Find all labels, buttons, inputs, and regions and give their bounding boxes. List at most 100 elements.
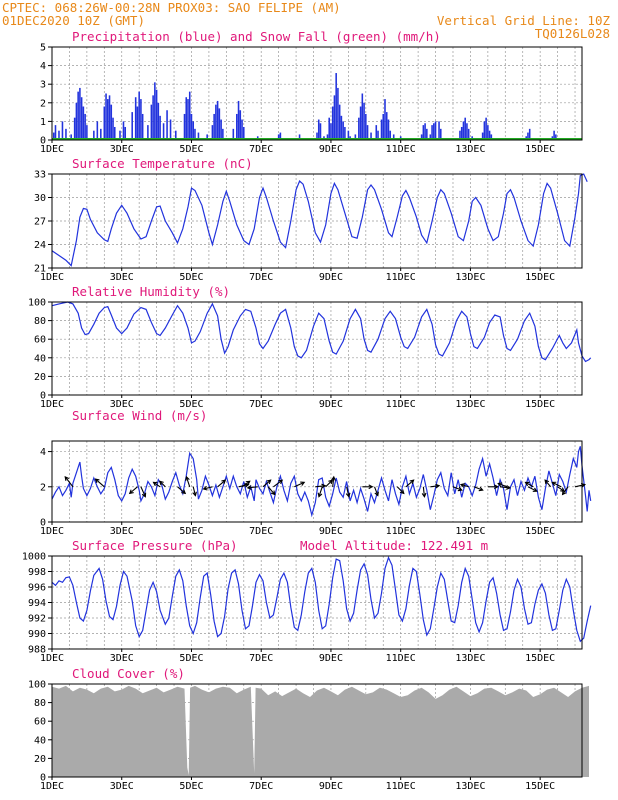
wind-vector-arrow bbox=[551, 481, 562, 488]
wind-vector-arrow bbox=[262, 479, 272, 488]
precipitation-bar bbox=[192, 121, 195, 140]
precipitation-bar bbox=[155, 89, 158, 140]
precipitation-bar bbox=[340, 115, 343, 140]
wind-vector-arrow bbox=[217, 479, 227, 488]
precipitation-bar bbox=[112, 117, 114, 140]
wind-vector-arrow bbox=[421, 486, 427, 498]
x-tick-label: 13DEC bbox=[455, 653, 485, 664]
wind-arrow-shaft bbox=[273, 479, 283, 488]
wind-arrow-shaft bbox=[452, 486, 462, 491]
wind-arrow-shaft bbox=[185, 476, 191, 487]
x-tick-label: 1DEC bbox=[40, 144, 64, 155]
panel-3: 0 20 40 60 80 100 1DEC 3DEC 5DEC 7DEC 9DEC 11DEC 13D… bbox=[28, 284, 592, 410]
wind-arrow-head bbox=[497, 482, 503, 487]
precipitation-bar bbox=[174, 130, 177, 140]
wind-arrow-head bbox=[544, 479, 550, 485]
wind-vector-arrow bbox=[140, 486, 147, 498]
wind-arrow-shaft bbox=[129, 486, 138, 494]
panel-frame bbox=[51, 46, 583, 141]
precipitation-bar bbox=[481, 132, 484, 140]
precipitation-bar bbox=[70, 134, 72, 140]
y-tick-label: 994 bbox=[28, 598, 46, 609]
precipitation-bar bbox=[342, 121, 344, 140]
x-tick-label: 11DEC bbox=[386, 272, 416, 283]
y-tick-label: 27 bbox=[34, 217, 46, 228]
wind-vector-arrow bbox=[544, 479, 552, 488]
wind-arrow-head bbox=[399, 489, 405, 495]
panel-title: Cloud Cover (%) bbox=[72, 666, 185, 681]
precipitation-bar bbox=[392, 134, 395, 140]
precipitation-bar bbox=[138, 91, 140, 140]
precipitation-bar bbox=[216, 100, 219, 140]
precipitation-bar bbox=[337, 87, 339, 140]
wind-arrow-head bbox=[459, 483, 466, 488]
y-tick-label: 5 bbox=[40, 43, 46, 54]
precipitation-bar bbox=[384, 99, 386, 140]
x-tick-label: 11DEC bbox=[386, 781, 416, 792]
x-tick-label: 9DEC bbox=[319, 399, 343, 410]
wind-arrow-shaft bbox=[203, 486, 213, 490]
wind-vector-arrow bbox=[294, 481, 306, 488]
wind-arrow-shaft bbox=[177, 486, 186, 494]
precipitation-bar bbox=[361, 93, 364, 140]
precipitation-bar bbox=[107, 99, 109, 140]
y-tick-label: 992 bbox=[28, 614, 46, 625]
wind-arrow-head bbox=[421, 492, 427, 498]
wind-vector-arrow bbox=[185, 475, 191, 487]
precipitation-bar bbox=[110, 104, 113, 140]
y-tick-label: 30 bbox=[34, 193, 46, 204]
precipitation-bar bbox=[124, 126, 127, 140]
x-tick-label: 7DEC bbox=[249, 144, 273, 155]
precipitation-bar bbox=[359, 106, 362, 140]
wind-vector-arrow bbox=[499, 485, 512, 490]
wind-vector-arrow bbox=[574, 482, 587, 488]
wind-arrow-shaft bbox=[192, 486, 196, 496]
precipitation-bar bbox=[335, 73, 337, 140]
wind-vector-arrow bbox=[273, 479, 284, 488]
x-tick-label: 5DEC bbox=[179, 526, 203, 537]
wind-arrow-shaft bbox=[527, 486, 537, 492]
x-tick-label: 7DEC bbox=[249, 272, 273, 283]
wind-arrow-head bbox=[524, 481, 530, 487]
y-tick-label: 40 bbox=[34, 735, 46, 746]
precipitation-bar bbox=[211, 125, 214, 140]
wind-arrow-head bbox=[368, 484, 374, 490]
y-tick-label: 0 bbox=[40, 391, 46, 402]
wind-arrow-shaft bbox=[140, 486, 146, 497]
precipitation-bar bbox=[467, 128, 470, 140]
wind-vector-arrow bbox=[315, 483, 327, 489]
precipitation-bar bbox=[488, 130, 491, 140]
precipitation-bar bbox=[103, 106, 106, 140]
x-tick-label: 1DEC bbox=[40, 526, 64, 537]
precipitation-bar bbox=[136, 106, 139, 140]
y-tick-label: 0 bbox=[40, 136, 46, 147]
wind-arrow-shaft bbox=[562, 486, 569, 495]
precipitation-bar bbox=[58, 130, 60, 140]
panel-frame bbox=[51, 301, 583, 396]
precipitation-bar bbox=[420, 134, 423, 140]
precipitation-bar bbox=[370, 132, 372, 140]
x-tick-label: 13DEC bbox=[455, 781, 485, 792]
wind-arrow-shaft bbox=[294, 481, 305, 488]
wind-arrow-shaft bbox=[325, 479, 333, 488]
panel-1: 0 1 2 3 4 5 1DEC 3DEC 5DEC 7DEC 9DEC 11DEC 13DEC 15DE… bbox=[40, 29, 583, 155]
wind-arrow-head bbox=[317, 492, 323, 498]
wind-vector-arrow bbox=[246, 485, 258, 490]
wind-arrow-head bbox=[331, 475, 336, 481]
precipitation-bar bbox=[387, 119, 390, 140]
wind-vector-arrow bbox=[202, 485, 213, 491]
wind-vector-arrow bbox=[94, 478, 105, 488]
x-tick-label: 9DEC bbox=[319, 526, 343, 537]
precipitation-bar bbox=[159, 115, 161, 140]
meteogram-panels: 0 1 2 3 4 5 1DEC 3DEC 5DEC 7DEC 9DEC 11DEC 13DEC 15DE… bbox=[22, 29, 592, 792]
wind-arrow-shaft bbox=[217, 479, 226, 488]
y-tick-label: 100 bbox=[28, 298, 46, 309]
wind-arrow-head bbox=[181, 489, 187, 495]
precipitation-bar bbox=[382, 113, 385, 140]
panel-title: Precipitation (blue) and Snow Fall (gree… bbox=[72, 29, 441, 44]
precipitation-bar bbox=[326, 134, 329, 140]
precipitation-bar bbox=[389, 130, 392, 140]
series-line-4 bbox=[51, 446, 592, 518]
precipitation-bar bbox=[188, 91, 191, 140]
wind-arrow-shaft bbox=[95, 478, 105, 488]
